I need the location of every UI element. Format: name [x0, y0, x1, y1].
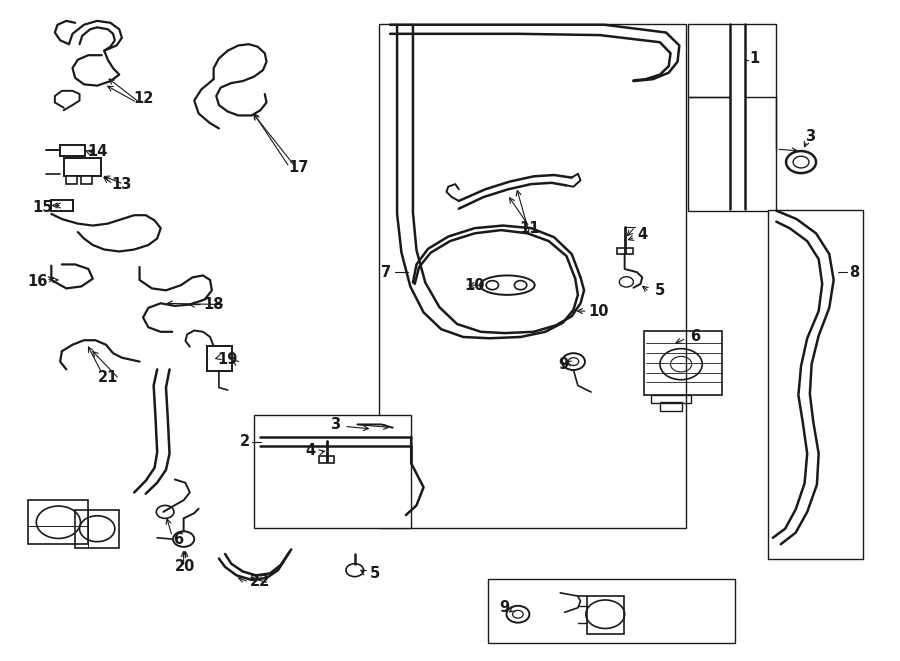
Text: 17: 17 — [288, 160, 309, 175]
Text: 19: 19 — [218, 352, 238, 367]
Text: 3: 3 — [805, 129, 814, 143]
Text: 13: 13 — [112, 176, 132, 192]
Text: 11: 11 — [519, 221, 540, 236]
Bar — [64, 158, 101, 176]
Text: 6: 6 — [690, 329, 700, 344]
Text: 6: 6 — [174, 531, 184, 547]
Text: 4: 4 — [637, 227, 647, 242]
Bar — [319, 456, 335, 463]
Bar — [768, 210, 863, 559]
Bar — [660, 403, 682, 411]
Ellipse shape — [480, 276, 535, 295]
Text: 20: 20 — [176, 559, 195, 574]
Text: 12: 12 — [133, 91, 153, 106]
Text: 5: 5 — [655, 283, 665, 298]
Text: 16: 16 — [27, 274, 48, 290]
Bar — [254, 414, 411, 528]
Bar — [380, 24, 687, 528]
Text: 2: 2 — [240, 434, 250, 449]
Text: 5: 5 — [370, 566, 380, 581]
Text: 9: 9 — [558, 357, 568, 371]
Text: 14: 14 — [87, 144, 107, 159]
Text: 22: 22 — [250, 574, 271, 590]
Bar — [651, 395, 691, 403]
Bar — [29, 500, 88, 544]
Bar — [207, 346, 232, 371]
Bar — [587, 596, 624, 634]
Bar — [81, 176, 92, 184]
Text: 4: 4 — [306, 443, 316, 458]
Text: 21: 21 — [97, 369, 118, 385]
Text: 3: 3 — [330, 417, 340, 432]
Text: 10: 10 — [464, 278, 485, 293]
Text: 7: 7 — [382, 264, 392, 280]
Bar — [616, 248, 633, 254]
Text: 8: 8 — [849, 264, 859, 280]
Text: 1: 1 — [749, 51, 760, 66]
Bar — [75, 510, 119, 547]
Bar — [688, 24, 777, 211]
Bar — [488, 579, 735, 642]
Bar — [644, 330, 722, 395]
Bar — [67, 176, 76, 184]
Bar — [60, 145, 85, 155]
Text: 9: 9 — [500, 600, 509, 615]
Text: 15: 15 — [32, 200, 53, 215]
Bar — [51, 200, 74, 212]
Text: 18: 18 — [203, 297, 224, 312]
Text: 10: 10 — [588, 303, 608, 319]
